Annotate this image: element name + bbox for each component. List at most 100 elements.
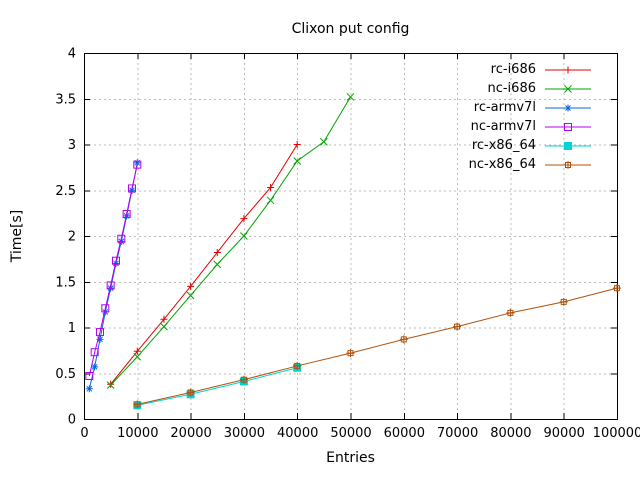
boxed-plus-marker <box>506 308 515 317</box>
legend-marker-sample <box>545 104 591 111</box>
chart-title: Clixon put config <box>291 21 410 37</box>
boxed-plus-marker <box>559 297 568 306</box>
series-nc-i686 <box>106 93 355 389</box>
plus-marker <box>240 215 248 223</box>
legend-item: rc-x86_64 <box>472 136 591 155</box>
x-tick-label: 50000 <box>330 426 371 441</box>
x-tick-label: 100000 <box>593 426 640 441</box>
plus-marker <box>160 315 168 323</box>
boxed-plus-marker <box>613 284 621 293</box>
cross-marker <box>160 322 168 331</box>
plus-marker <box>187 282 195 290</box>
legend-label: nc-x86_64 <box>468 157 536 172</box>
legend-marker-sample <box>545 66 591 73</box>
plus-marker <box>107 380 115 388</box>
x-tick-label: 90000 <box>544 426 585 441</box>
plus-marker <box>267 184 275 192</box>
open-square-marker <box>564 122 572 131</box>
series-line <box>110 96 351 386</box>
open-square-marker <box>85 371 94 380</box>
plus-marker <box>213 248 221 256</box>
cross-marker <box>106 381 115 389</box>
boxed-plus-marker <box>133 400 142 409</box>
boxed-plus-marker <box>346 349 355 358</box>
cross-marker <box>133 352 142 361</box>
y-tick-label: 0 <box>68 413 76 428</box>
open-square-marker <box>133 160 142 169</box>
cross-marker <box>213 260 222 269</box>
boxed-plus-marker <box>399 335 408 344</box>
open-square-marker <box>122 210 131 219</box>
legend-item: nc-x86_64 <box>469 155 591 174</box>
plus-marker <box>564 66 572 73</box>
cross-marker <box>319 137 328 146</box>
boxed-plus-marker <box>564 160 572 169</box>
legend-marker-sample <box>545 141 591 150</box>
legend: rc-i686 nc-i686 rc-armv7l nc-armv7l rc-x86_6… <box>469 60 591 174</box>
legend-item: rc-armv7l <box>474 98 591 117</box>
asterisk-marker <box>85 385 93 393</box>
series-nc-x86_64 <box>133 284 621 409</box>
asterisk-marker <box>564 104 572 111</box>
asterisk-marker <box>96 335 104 343</box>
asterisk-marker <box>112 259 120 267</box>
open-square-marker <box>127 184 136 193</box>
x-axis-label: Entries <box>326 450 375 466</box>
legend-marker-sample <box>545 84 591 93</box>
series-line <box>88 164 138 377</box>
cross-marker <box>564 84 572 93</box>
filled-square-marker <box>564 141 572 150</box>
series-line <box>110 144 298 385</box>
legend-item: nc-armv7l <box>471 117 591 136</box>
legend-label: rc-x86_64 <box>471 138 536 153</box>
y-tick-label: 1 <box>68 321 76 336</box>
x-tick-label: 0 <box>80 426 88 441</box>
x-tick-label: 80000 <box>490 426 531 441</box>
open-square-marker <box>111 256 120 265</box>
x-tick-label: 70000 <box>437 426 478 441</box>
legend-label: nc-i686 <box>487 81 536 96</box>
series-line <box>137 287 618 405</box>
plus-marker <box>133 347 141 355</box>
asterisk-marker <box>91 363 99 371</box>
legend-marker-sample <box>545 122 591 131</box>
cross-marker <box>240 232 248 240</box>
legend-label: nc-armv7l <box>470 119 536 134</box>
cross-marker <box>266 196 275 205</box>
y-tick-label: 0.5 <box>55 367 76 382</box>
asterisk-marker <box>117 237 125 245</box>
legend-marker-sample <box>545 160 591 169</box>
legend-label: rc-i686 <box>490 62 536 77</box>
asterisk-marker <box>133 159 141 167</box>
y-tick-label: 3 <box>68 138 76 153</box>
boxed-plus-marker <box>293 361 302 370</box>
x-tick-label: 10000 <box>117 426 158 441</box>
legend-item: nc-i686 <box>487 79 591 98</box>
x-tick-label: 40000 <box>277 426 318 441</box>
series-nc-armv7l <box>85 160 142 380</box>
asterisk-marker <box>107 284 115 292</box>
open-square-marker <box>101 304 110 313</box>
y-tick-label: 3.5 <box>55 92 76 107</box>
y-tick-label: 4 <box>68 47 76 62</box>
y-tick-label: 2.5 <box>55 184 76 199</box>
open-square-marker <box>95 328 104 337</box>
open-square-marker <box>90 348 99 357</box>
cross-marker <box>346 93 355 101</box>
legend-item: rc-i686 <box>491 60 591 79</box>
series-line <box>137 367 298 406</box>
cross-marker <box>293 157 302 165</box>
legend-label: rc-armv7l <box>473 100 536 115</box>
y-tick-label: 2 <box>68 230 76 245</box>
boxed-plus-marker <box>186 388 195 397</box>
x-tick-label: 20000 <box>170 426 211 441</box>
cross-marker <box>186 291 195 300</box>
x-tick-label: 60000 <box>384 426 425 441</box>
boxed-plus-marker <box>239 375 248 384</box>
open-square-marker <box>117 234 126 243</box>
y-tick-label: 1.5 <box>55 275 76 290</box>
x-tick-label: 30000 <box>224 426 265 441</box>
series-rc-i686 <box>107 141 301 388</box>
boxed-plus-marker <box>453 322 462 331</box>
